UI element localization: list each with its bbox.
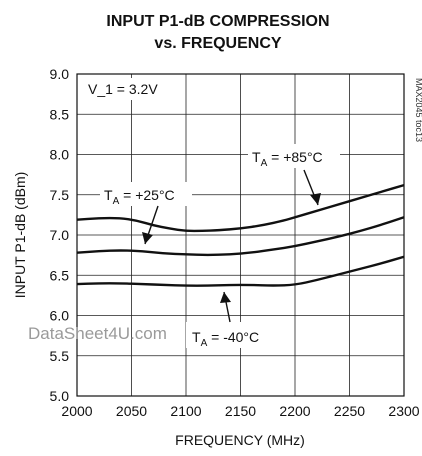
x-tick-label: 2200 [279, 403, 310, 419]
plot-frame [76, 73, 405, 397]
x-tick-label: 2050 [116, 403, 147, 419]
condition-label: V_1 = 3.2V [88, 81, 158, 97]
y-tick-label: 9.0 [50, 66, 70, 82]
label-25c: TA = +25°C [100, 182, 192, 245]
watermark: DataSheet4U.com [28, 324, 167, 343]
y-tick-label: 5.0 [50, 388, 70, 404]
y-tick-labels: 5.0 5.5 6.0 6.5 7.0 7.5 8.0 8.5 9.0 [50, 66, 70, 404]
x-tick-label: 2100 [170, 403, 201, 419]
figure-code: MAX2045 toc13 [414, 78, 422, 142]
x-tick-label: 2150 [225, 403, 256, 419]
x-axis-label: FREQUENCY (MHz) [175, 432, 305, 448]
x-tick-label: 2250 [334, 403, 365, 419]
x-tick-labels: 2000 2050 2100 2150 2200 2250 2300 [61, 403, 419, 419]
svg-text:TA = +85°C: TA = +85°C [252, 149, 323, 169]
chart-title-line1: INPUT P1-dB COMPRESSION [106, 13, 329, 30]
series-lines [76, 183, 405, 287]
svg-text:TA = -40°C: TA = -40°C [192, 329, 259, 349]
x-tick-label: 2300 [388, 403, 419, 419]
label-neg40c: TA = -40°C [186, 291, 276, 349]
y-tick-label: 7.0 [50, 227, 70, 243]
chart-title-line2: vs. FREQUENCY [154, 35, 281, 52]
x-tick-label: 2000 [61, 403, 92, 419]
series-line-neg40c [76, 255, 405, 287]
y-tick-label: 7.5 [50, 187, 70, 203]
condition-box [84, 78, 174, 100]
series-line-85c [76, 183, 405, 233]
y-tick-label: 6.0 [50, 308, 70, 324]
y-tick-label: 8.5 [50, 106, 70, 122]
y-tick-label: 5.5 [50, 348, 70, 364]
y-tick-label: 6.5 [50, 267, 70, 283]
y-axis-label: INPUT P1-dB (dBm) [12, 172, 28, 299]
svg-text:TA = +25°C: TA = +25°C [104, 187, 175, 207]
y-tick-label: 8.0 [50, 147, 70, 163]
label-85c: TA = +85°C [248, 144, 340, 206]
series-line-25c [76, 216, 405, 257]
